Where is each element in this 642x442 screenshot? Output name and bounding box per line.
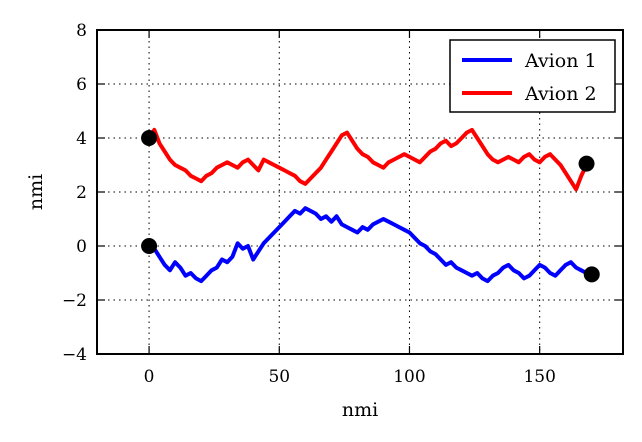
series-line-avion-2 — [147, 127, 589, 192]
x-axis-label: nmi — [342, 399, 378, 421]
y-tick-label: 0 — [76, 237, 87, 257]
x-tick-label: 0 — [144, 367, 155, 387]
legend-frame — [449, 39, 616, 113]
legend-label-avion-1: Avion 1 — [524, 50, 597, 72]
y-axis-label: nmi — [25, 174, 47, 210]
tick-labels: 0 50 100 150 −4 −2 0 2 4 6 8 — [62, 21, 556, 387]
y-tick-label: 4 — [76, 129, 87, 149]
start-marker-avion-1 — [141, 238, 158, 254]
series-line-avion-1 — [147, 206, 589, 284]
x-tick-label: 150 — [523, 367, 555, 387]
series-layer — [147, 127, 589, 284]
y-tick-label: −4 — [62, 345, 87, 365]
y-tick-label: 2 — [76, 183, 87, 203]
grid — [97, 29, 623, 355]
end-marker-avion-1 — [583, 266, 600, 283]
legend-label-avion-2: Avion 2 — [524, 83, 597, 105]
legend: Avion 1 Avion 2 — [449, 39, 616, 113]
ticks — [97, 29, 623, 355]
markers-layer — [141, 130, 600, 283]
x-tick-label: 100 — [393, 367, 425, 387]
start-marker-avion-2 — [141, 130, 158, 146]
end-marker-avion-2 — [578, 155, 595, 172]
x-tick-label: 50 — [268, 367, 290, 387]
y-tick-label: −2 — [62, 291, 87, 311]
y-tick-label: 6 — [76, 75, 87, 95]
y-tick-label: 8 — [76, 21, 87, 41]
